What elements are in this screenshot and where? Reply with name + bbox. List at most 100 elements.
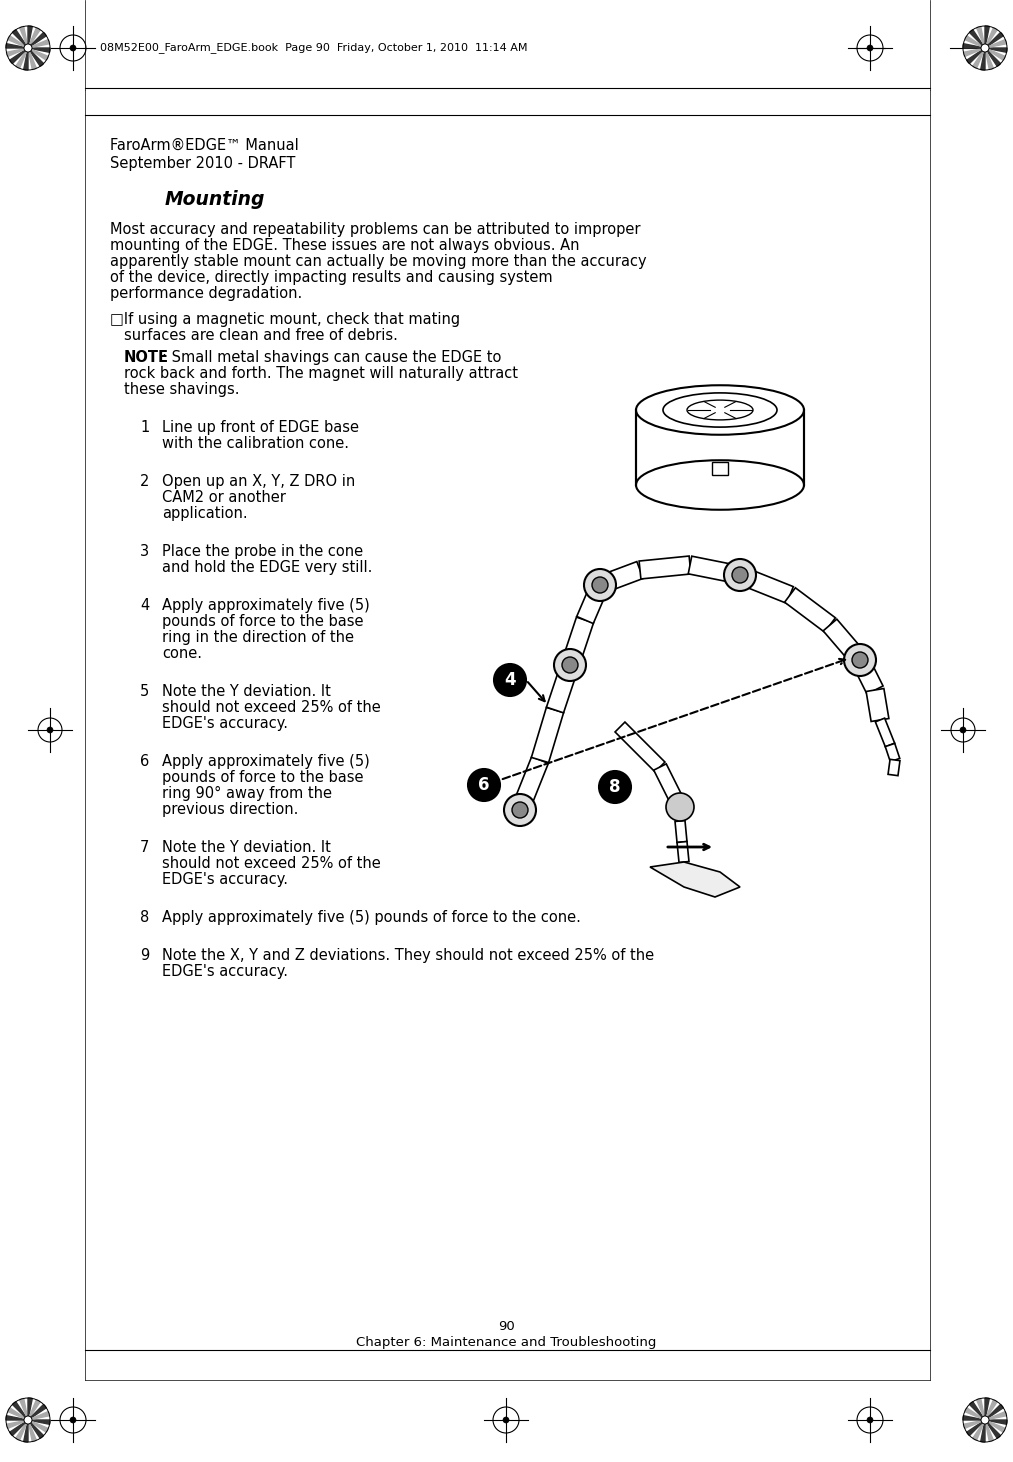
Polygon shape	[8, 1408, 28, 1420]
Polygon shape	[546, 662, 578, 713]
Circle shape	[70, 45, 76, 51]
Circle shape	[503, 1417, 509, 1423]
Circle shape	[844, 643, 876, 675]
Polygon shape	[10, 48, 28, 63]
Text: and hold the EDGE very still.: and hold the EDGE very still.	[162, 560, 373, 575]
Text: Apply approximately five (5): Apply approximately five (5)	[162, 598, 370, 613]
Text: EDGE's accuracy.: EDGE's accuracy.	[162, 963, 288, 980]
Polygon shape	[19, 1399, 28, 1420]
Polygon shape	[12, 1402, 28, 1420]
Polygon shape	[977, 1399, 985, 1420]
Polygon shape	[28, 28, 41, 48]
Circle shape	[981, 44, 989, 53]
Polygon shape	[985, 39, 1007, 48]
Circle shape	[867, 45, 873, 51]
Polygon shape	[985, 48, 994, 70]
Polygon shape	[28, 1405, 47, 1420]
Text: Chapter 6: Maintenance and Troubleshooting: Chapter 6: Maintenance and Troubleshooti…	[356, 1336, 656, 1349]
Text: ring in the direction of the: ring in the direction of the	[162, 630, 354, 645]
Text: □If using a magnetic mount, check that mating: □If using a magnetic mount, check that m…	[110, 311, 460, 327]
Circle shape	[554, 649, 586, 681]
Polygon shape	[985, 1420, 1007, 1424]
Text: 5: 5	[140, 684, 149, 699]
Polygon shape	[650, 863, 741, 898]
Polygon shape	[23, 48, 28, 70]
Polygon shape	[512, 757, 548, 813]
Circle shape	[494, 664, 526, 696]
Polygon shape	[972, 48, 985, 69]
Text: NOTE: NOTE	[124, 349, 169, 366]
Text: rock back and forth. The magnet will naturally attract: rock back and forth. The magnet will nat…	[124, 366, 518, 382]
Circle shape	[599, 770, 631, 803]
Polygon shape	[985, 1399, 997, 1420]
Polygon shape	[985, 1398, 990, 1420]
Text: 6: 6	[478, 776, 489, 794]
Text: performance degradation.: performance degradation.	[110, 287, 302, 301]
Text: Apply approximately five (5): Apply approximately five (5)	[162, 754, 370, 769]
Polygon shape	[23, 1420, 28, 1442]
Text: Line up front of EDGE base: Line up front of EDGE base	[162, 420, 359, 436]
Polygon shape	[985, 26, 990, 48]
Polygon shape	[972, 1420, 985, 1440]
Polygon shape	[28, 1398, 32, 1420]
Circle shape	[562, 656, 578, 673]
Polygon shape	[963, 1420, 985, 1428]
Polygon shape	[6, 1420, 28, 1428]
Polygon shape	[561, 617, 594, 668]
Text: 8: 8	[140, 909, 149, 925]
Text: pounds of force to the base: pounds of force to the base	[162, 770, 364, 785]
Text: CAM2 or another: CAM2 or another	[162, 490, 286, 504]
Polygon shape	[16, 1420, 28, 1440]
Polygon shape	[985, 1405, 1003, 1420]
Polygon shape	[985, 1420, 994, 1442]
Polygon shape	[6, 1415, 28, 1420]
Text: pounds of force to the base: pounds of force to the base	[162, 614, 364, 629]
Circle shape	[732, 567, 748, 583]
Polygon shape	[985, 1412, 1007, 1420]
Polygon shape	[28, 48, 50, 53]
Polygon shape	[12, 29, 28, 48]
Text: 7: 7	[140, 841, 149, 855]
Circle shape	[24, 44, 32, 53]
Text: Most accuracy and repeatability problems can be attributed to improper: Most accuracy and repeatability problems…	[110, 222, 640, 237]
Text: 08M52E00_FaroArm_EDGE.book  Page 90  Friday, October 1, 2010  11:14 AM: 08M52E00_FaroArm_EDGE.book Page 90 Frida…	[100, 42, 528, 54]
Polygon shape	[28, 1399, 41, 1420]
Polygon shape	[28, 48, 44, 66]
Polygon shape	[675, 820, 687, 842]
Polygon shape	[963, 48, 985, 57]
Polygon shape	[966, 48, 985, 63]
Circle shape	[70, 1417, 76, 1423]
Polygon shape	[677, 842, 689, 863]
Text: 6: 6	[140, 754, 149, 769]
Polygon shape	[19, 26, 28, 48]
Text: Note the Y deviation. It: Note the Y deviation. It	[162, 841, 331, 855]
Circle shape	[867, 1417, 873, 1423]
Text: EDGE's accuracy.: EDGE's accuracy.	[162, 871, 288, 887]
Polygon shape	[28, 1412, 50, 1420]
Polygon shape	[985, 48, 1001, 66]
Polygon shape	[888, 759, 900, 776]
Polygon shape	[28, 26, 32, 48]
Circle shape	[724, 558, 756, 591]
Circle shape	[504, 794, 536, 826]
Polygon shape	[985, 28, 997, 48]
Text: ring 90° away from the: ring 90° away from the	[162, 787, 332, 801]
Circle shape	[512, 803, 528, 819]
Text: 3: 3	[140, 544, 149, 558]
Text: with the calibration cone.: with the calibration cone.	[162, 436, 349, 450]
Circle shape	[852, 652, 868, 668]
Polygon shape	[981, 48, 985, 70]
Bar	[712, 462, 728, 475]
Text: September 2010 - DRAFT: September 2010 - DRAFT	[110, 156, 296, 171]
Circle shape	[960, 727, 966, 732]
Polygon shape	[785, 588, 836, 632]
Text: Mounting: Mounting	[165, 190, 265, 209]
Text: cone.: cone.	[162, 646, 202, 661]
Circle shape	[981, 1417, 989, 1424]
Polygon shape	[576, 582, 608, 624]
Text: surfaces are clean and free of debris.: surfaces are clean and free of debris.	[124, 327, 398, 344]
Text: should not exceed 25% of the: should not exceed 25% of the	[162, 700, 381, 715]
Polygon shape	[28, 39, 50, 48]
FancyBboxPatch shape	[636, 409, 804, 485]
Polygon shape	[963, 1415, 985, 1420]
